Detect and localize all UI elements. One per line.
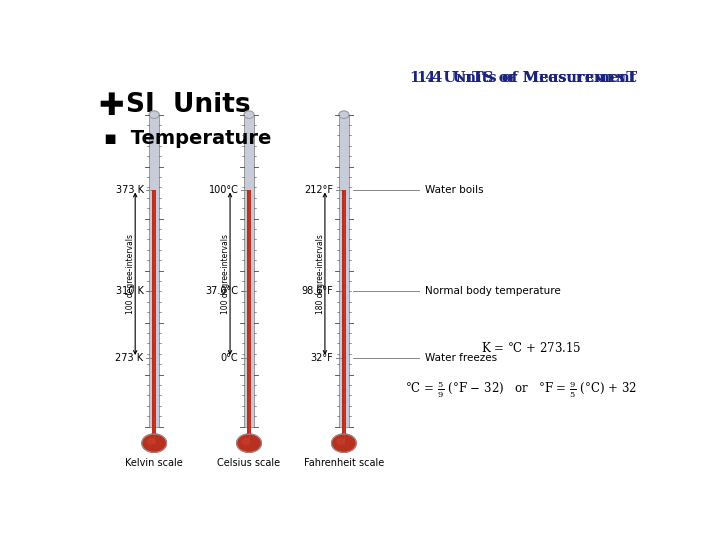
Text: 310 K: 310 K bbox=[116, 286, 143, 296]
Text: 373 K: 373 K bbox=[116, 185, 143, 194]
Text: 100 degree-intervals: 100 degree-intervals bbox=[126, 234, 135, 314]
Text: Celsius scale: Celsius scale bbox=[217, 458, 281, 468]
Circle shape bbox=[149, 111, 159, 118]
Circle shape bbox=[332, 434, 356, 453]
Text: 273 K: 273 K bbox=[115, 353, 143, 363]
Text: Water boils: Water boils bbox=[425, 185, 483, 194]
Text: 1.4  UɴɪTS ᴏғ MᴇɑѕᴜгᴇмᴇɴT: 1.4 UɴɪTS ᴏғ MᴇɑѕᴜгᴇмᴇɴT bbox=[410, 71, 637, 85]
Bar bbox=[342, 190, 346, 443]
Text: 0°C: 0°C bbox=[221, 353, 238, 363]
Text: Fahrenheit scale: Fahrenheit scale bbox=[304, 458, 384, 468]
Text: Kelvin scale: Kelvin scale bbox=[125, 458, 183, 468]
Circle shape bbox=[339, 111, 349, 118]
Text: ✚: ✚ bbox=[99, 92, 124, 121]
Text: K = $\mathregular{°C}$ + 273.15: K = $\mathregular{°C}$ + 273.15 bbox=[481, 341, 581, 355]
Bar bbox=[152, 190, 156, 443]
Text: ▪  Temperature: ▪ Temperature bbox=[104, 129, 271, 149]
Text: $\mathregular{°C}$ = $\mathregular{\frac{5}{9}}$ ($\mathregular{°F}$ $-$ 32)   o: $\mathregular{°C}$ = $\mathregular{\frac… bbox=[405, 379, 637, 400]
Circle shape bbox=[244, 111, 254, 118]
Text: 32°F: 32°F bbox=[310, 353, 333, 363]
Bar bbox=[339, 114, 349, 427]
Bar bbox=[244, 114, 254, 427]
Text: 1.4  Units of Measurement: 1.4 Units of Measurement bbox=[418, 71, 637, 85]
Circle shape bbox=[148, 438, 155, 444]
Text: Water freezes: Water freezes bbox=[425, 353, 497, 363]
Circle shape bbox=[142, 434, 166, 453]
Bar bbox=[149, 114, 159, 427]
Circle shape bbox=[237, 434, 261, 453]
Bar bbox=[247, 190, 251, 443]
Circle shape bbox=[242, 438, 250, 444]
Text: 98.6°F: 98.6°F bbox=[302, 286, 333, 296]
Circle shape bbox=[337, 438, 344, 444]
Text: 212°F: 212°F bbox=[305, 185, 333, 194]
Text: 180 degree-intervals: 180 degree-intervals bbox=[316, 234, 325, 314]
Text: SI  Units: SI Units bbox=[126, 92, 251, 118]
Text: 100°C: 100°C bbox=[209, 185, 238, 194]
Text: 37.0°C: 37.0°C bbox=[205, 286, 238, 296]
Text: Normal body temperature: Normal body temperature bbox=[425, 286, 561, 296]
Text: 100 degree-intervals: 100 degree-intervals bbox=[221, 234, 230, 314]
